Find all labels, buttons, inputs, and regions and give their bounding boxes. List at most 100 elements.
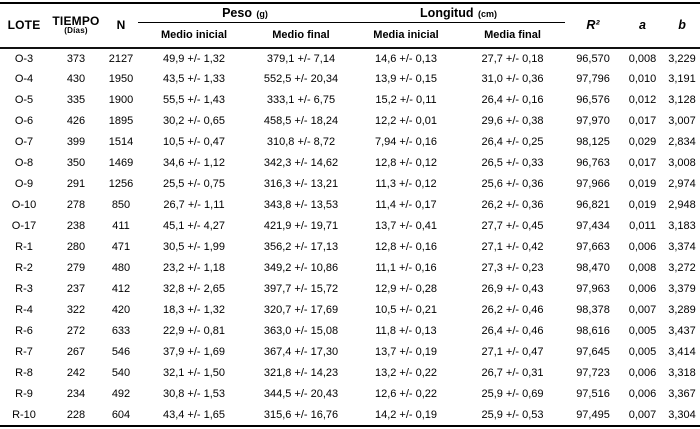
cell-tiempo: 267 — [66, 346, 86, 358]
table-body: O-3 373 2127 49,9 +/- 1,32 379,1 +/- 7,1… — [0, 48, 700, 426]
cell-b: 2,834 — [668, 136, 696, 148]
cell-a: 0,005 — [628, 325, 657, 337]
cell-longitud-media-final: 26,4 +/- 0,25 — [481, 136, 544, 148]
cell-r2: 96,570 — [576, 52, 610, 65]
cell-a: 0,006 — [628, 367, 657, 379]
cell-longitud-media-final: 31,0 +/- 0,36 — [481, 73, 544, 85]
cell-peso-medio-inicial: 25,5 +/- 0,75 — [162, 178, 226, 190]
cell-lote: O-10 — [11, 199, 37, 211]
cell-b: 3,367 — [668, 388, 696, 400]
cell-peso-medio-inicial: 55,5 +/- 1,43 — [162, 94, 226, 106]
cell-longitud-media-inicial: 11,8 +/- 0,13 — [375, 325, 437, 337]
table-row: O-4 430 1950 43,5 +/- 1,33 552,5 +/- 20,… — [0, 69, 700, 90]
table-row: O-7 399 1514 10,5 +/- 0,47 310,8 +/- 8,7… — [0, 132, 700, 153]
cell-tiempo: 237 — [66, 283, 86, 295]
cell-r2: 97,516 — [576, 388, 610, 400]
table-row: R-2 279 480 23,2 +/- 1,18 349,2 +/- 10,8… — [0, 258, 700, 279]
cell-longitud-media-final: 27,7 +/- 0,18 — [481, 52, 544, 65]
cell-b: 3,229 — [668, 52, 696, 65]
cell-peso-medio-final: 344,5 +/- 20,43 — [263, 388, 339, 400]
col-header-r2: R² — [586, 18, 600, 33]
cell-n: 850 — [111, 199, 131, 211]
cell-peso-medio-final: 421,9 +/- 19,71 — [263, 220, 339, 232]
cell-longitud-media-inicial: 13,2 +/- 0,22 — [374, 367, 438, 379]
table-row: R-6 272 633 22,9 +/- 0,81 363,0 +/- 15,0… — [0, 321, 700, 342]
cell-b: 2,974 — [668, 178, 696, 190]
cell-longitud-media-final: 26,4 +/- 0,46 — [481, 325, 544, 337]
cell-b: 3,379 — [668, 283, 696, 295]
table-row: R-7 267 546 37,9 +/- 1,69 367,4 +/- 17,3… — [0, 342, 700, 363]
cell-tiempo: 279 — [66, 262, 86, 274]
longitud-group-label: Longitud — [420, 6, 474, 20]
cell-longitud-media-inicial: 12,2 +/- 0,01 — [374, 115, 438, 127]
cell-b: 3,289 — [668, 304, 696, 316]
peso-group-label: Peso — [222, 6, 252, 20]
cell-longitud-media-inicial: 14,6 +/- 0,13 — [374, 52, 438, 65]
cell-b: 3,374 — [668, 241, 696, 253]
cell-peso-medio-final: 458,5 +/- 18,24 — [263, 115, 339, 127]
cell-a: 0,006 — [628, 388, 657, 400]
peso-group-unit: (g) — [256, 9, 268, 19]
col-group-peso: Peso (g) — [138, 3, 352, 23]
col-header-peso-medio-inicial: Medio inicial — [160, 28, 227, 41]
cell-lote: R-3 — [15, 283, 33, 295]
cell-peso-medio-inicial: 23,2 +/- 1,18 — [162, 262, 226, 274]
cell-longitud-media-final: 27,7 +/- 0,45 — [481, 220, 544, 232]
cell-lote: O-8 — [14, 157, 34, 169]
cell-r2: 97,723 — [576, 367, 610, 379]
col-header-long-media-inicial: Media inicial — [373, 28, 439, 41]
cell-a: 0,019 — [628, 178, 657, 190]
cell-tiempo: 426 — [66, 115, 86, 127]
cell-peso-medio-inicial: 32,1 +/- 1,50 — [162, 367, 226, 379]
col-header-tiempo-label: TIEMPO — [52, 14, 100, 29]
cell-n: 1900 — [108, 94, 134, 106]
cell-r2: 97,966 — [576, 178, 610, 190]
cell-tiempo: 322 — [66, 304, 86, 316]
cell-peso-medio-final: 356,2 +/- 17,13 — [263, 241, 339, 253]
cell-peso-medio-inicial: 18,3 +/- 1,32 — [162, 304, 226, 316]
cell-b: 3,304 — [668, 408, 696, 421]
cell-longitud-media-inicial: 15,2 +/- 0,11 — [375, 94, 437, 106]
cell-lote: R-1 — [15, 241, 33, 253]
cell-lote: R-9 — [15, 388, 33, 400]
cell-longitud-media-inicial: 11,3 +/- 0,12 — [375, 178, 437, 190]
cell-lote: R-7 — [15, 346, 33, 358]
cell-tiempo: 430 — [66, 73, 86, 85]
cell-r2: 97,434 — [576, 220, 610, 232]
cell-longitud-media-inicial: 11,4 +/- 0,17 — [375, 199, 437, 211]
col-header-long-media-final: Media final — [484, 28, 541, 41]
cell-n: 546 — [111, 346, 131, 358]
cell-a: 0,007 — [628, 304, 657, 316]
cell-longitud-media-inicial: 10,5 +/- 0,21 — [374, 304, 438, 316]
cell-a: 0,017 — [628, 157, 657, 169]
cell-longitud-media-final: 25,9 +/- 0,53 — [481, 408, 544, 421]
cell-peso-medio-final: 316,3 +/- 13,21 — [263, 178, 339, 190]
cell-longitud-media-inicial: 13,7 +/- 0,19 — [374, 346, 438, 358]
cell-longitud-media-inicial: 12,6 +/- 0,22 — [374, 388, 438, 400]
cell-lote: O-4 — [14, 73, 34, 85]
cell-a: 0,006 — [628, 283, 657, 295]
cell-b: 3,191 — [668, 73, 696, 85]
cell-peso-medio-inicial: 45,1 +/- 4,27 — [162, 220, 226, 232]
cell-peso-medio-final: 333,1 +/- 6,75 — [266, 94, 336, 106]
cell-peso-medio-inicial: 30,8 +/- 1,53 — [162, 388, 226, 400]
table-row: O-5 335 1900 55,5 +/- 1,43 333,1 +/- 6,7… — [0, 90, 700, 111]
cell-b: 2,948 — [668, 199, 696, 211]
cell-b: 3,128 — [668, 94, 696, 106]
cell-longitud-media-inicial: 12,9 +/- 0,28 — [374, 283, 438, 295]
cell-peso-medio-final: 367,4 +/- 17,30 — [263, 346, 339, 358]
cell-a: 0,012 — [628, 94, 657, 106]
cell-longitud-media-final: 25,6 +/- 0,36 — [481, 178, 544, 190]
cell-peso-medio-final: 379,1 +/- 7,14 — [266, 52, 336, 65]
cell-b: 3,414 — [668, 346, 696, 358]
cell-peso-medio-final: 320,7 +/- 17,69 — [263, 304, 339, 316]
cell-peso-medio-final: 397,7 +/- 15,72 — [263, 283, 339, 295]
cell-r2: 97,796 — [576, 73, 610, 85]
cell-tiempo: 280 — [66, 241, 86, 253]
col-header-tiempo: TIEMPO (Días) — [48, 3, 104, 48]
cell-lote: R-10 — [12, 408, 36, 421]
cell-longitud-media-inicial: 14,2 +/- 0,19 — [374, 408, 438, 421]
cell-longitud-media-final: 27,1 +/- 0,42 — [481, 241, 544, 253]
cell-lote: R-8 — [15, 367, 33, 379]
